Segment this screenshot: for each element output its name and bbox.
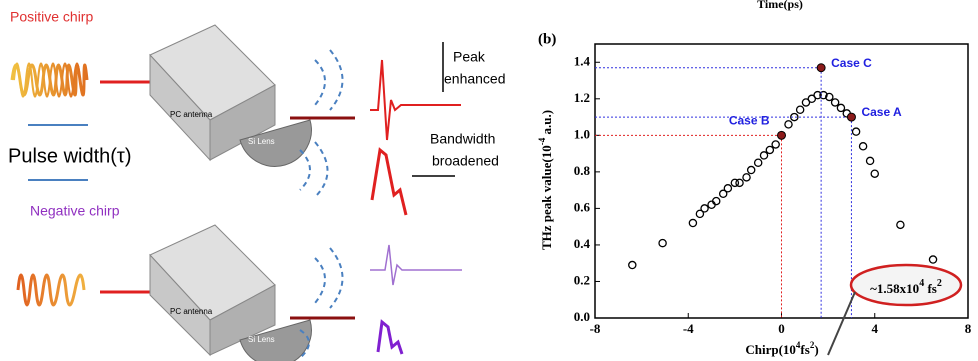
case-label: Case C (831, 56, 872, 70)
point (718, 189, 728, 199)
point (807, 94, 817, 104)
label: Positive chirp (10, 9, 93, 25)
point (735, 178, 744, 188)
point (658, 238, 667, 248)
y-tick-label: 1.4 (574, 53, 591, 68)
y-tick-label: 0.2 (574, 272, 590, 287)
spectrum (376, 319, 404, 355)
y-tick-label: 1.2 (574, 90, 590, 105)
panel-label: (b) (538, 31, 556, 47)
point (765, 145, 775, 155)
pulse (13, 62, 81, 98)
x-axis-label: Chirp(104fs2) (745, 340, 818, 357)
y-tick-label: 0.6 (574, 199, 591, 214)
chart: (b) Time(ps) Chirp(104fs2) THz peak valu… (537, 0, 972, 357)
point (819, 90, 828, 100)
point (858, 142, 868, 151)
point (700, 204, 709, 213)
point (759, 151, 769, 160)
case-point (816, 63, 826, 73)
y-tick-label: 0.8 (574, 163, 591, 178)
point (746, 165, 756, 175)
x-tick-label: 0 (778, 321, 785, 336)
callout-arrow (827, 291, 856, 356)
y-tick-label: 0.4 (574, 236, 591, 251)
x-tick-label: -8 (590, 321, 601, 336)
case-label: Case B (729, 114, 770, 128)
label: Bandwidth (430, 131, 495, 147)
waveform (370, 59, 461, 141)
top-label: Time(ps) (757, 0, 803, 11)
point (928, 255, 938, 264)
point (711, 196, 721, 206)
case-point (846, 112, 856, 122)
label: Peak (453, 49, 486, 65)
point (742, 173, 751, 182)
point (784, 120, 793, 129)
waves (299, 49, 344, 359)
point (695, 209, 705, 219)
label: Negative chirp (30, 203, 120, 219)
point (825, 92, 834, 102)
callout-bubble (849, 263, 963, 307)
point (771, 140, 780, 149)
waveform (370, 244, 462, 286)
callout-part: fs (924, 281, 937, 296)
x-tick-label: 4 (872, 321, 879, 336)
point (865, 156, 875, 166)
point (730, 178, 740, 188)
y-axis-label: THz peak value(10-4 a.u.) (537, 110, 554, 250)
callout-part: 4 (919, 278, 924, 289)
spectrum (370, 147, 408, 216)
y-tick-label: 1.0 (574, 126, 590, 141)
point (801, 98, 811, 107)
case-label: Case A (861, 105, 902, 119)
point (813, 90, 822, 100)
label: Si Lens (248, 335, 275, 344)
point (753, 158, 763, 167)
callout-part: ~1.58x10 (870, 281, 919, 296)
point (795, 105, 805, 115)
label: PC antenna (170, 307, 213, 316)
point (688, 218, 698, 228)
label: Pulse width(τ) (8, 145, 132, 167)
label: PC antenna (170, 110, 213, 119)
label: enhanced (444, 71, 506, 87)
callout-part: 2 (937, 278, 942, 289)
x-tick-label: 8 (965, 321, 972, 336)
callout-label: ~1.58x104 fs2 (870, 278, 942, 296)
point (628, 260, 637, 270)
point (896, 220, 905, 230)
point (851, 127, 861, 136)
y-tick-label: 0.0 (574, 309, 590, 324)
point (870, 169, 880, 178)
pulse (16, 273, 86, 307)
point (723, 184, 733, 193)
label: Si Lens (248, 137, 275, 146)
label: broadened (432, 153, 499, 169)
point (830, 98, 840, 107)
antenna (149, 24, 312, 361)
point (836, 103, 846, 113)
case-point (777, 130, 786, 140)
diagram: Positive chirp Negative chirp Pulse widt… (8, 9, 506, 361)
point (790, 112, 799, 122)
x-tick-label: -4 (683, 321, 694, 336)
